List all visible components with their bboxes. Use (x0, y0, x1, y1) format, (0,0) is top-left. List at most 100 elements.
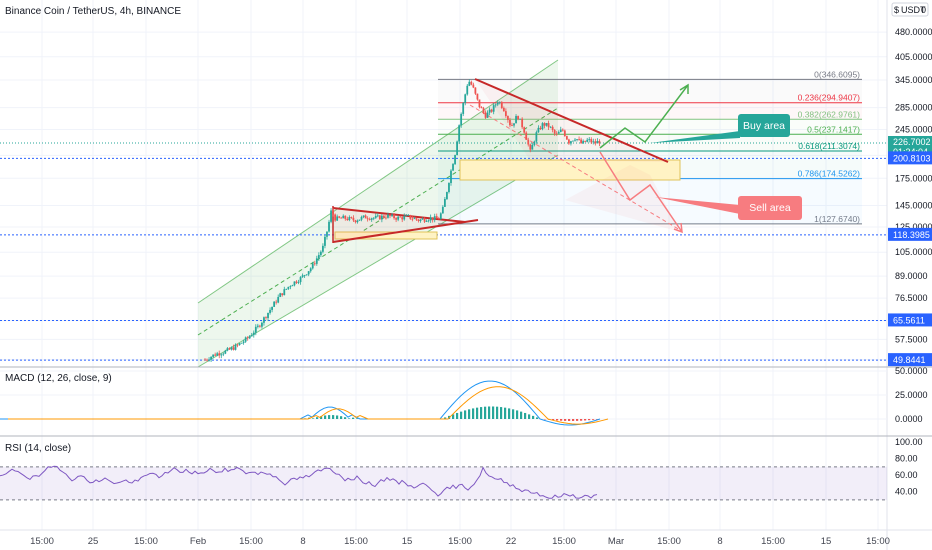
candle-body (443, 199, 446, 207)
macd-pane[interactable]: 50.0000 25.0000 0.0000 (0, 366, 928, 426)
candle-body (297, 282, 300, 283)
rsi-tick-label: 60.00 (895, 470, 918, 480)
candle-body (403, 216, 406, 220)
candle-body (378, 215, 381, 220)
candle-body (311, 263, 314, 269)
candle-body (366, 218, 369, 220)
candle-body (295, 281, 298, 283)
candle-body (586, 139, 589, 142)
candle-body (385, 217, 387, 219)
candle-body (460, 113, 463, 126)
candle-body (452, 164, 454, 171)
candle-body (226, 348, 229, 351)
macd-histogram-bar (576, 419, 579, 421)
candle-body (285, 288, 288, 290)
level-price-tag (888, 313, 932, 327)
candle-body (216, 353, 219, 356)
fib-band (438, 79, 862, 103)
candle-body (588, 139, 591, 140)
macd-histogram-bar (352, 417, 355, 419)
candle-body (525, 132, 528, 140)
macd-histogram-bar (320, 416, 323, 419)
macd-histogram-bar (456, 412, 459, 419)
rsi-label: RSI (14, close) (5, 443, 71, 454)
candle-body (315, 258, 318, 264)
candle-body (204, 359, 206, 361)
macd-histogram-bar (464, 410, 467, 419)
buy-area-label: Buy area (743, 120, 785, 132)
candle-body (474, 87, 477, 94)
triangle-support-box (334, 231, 438, 240)
candle-body (431, 217, 434, 221)
candle-body (415, 218, 418, 220)
fib-band (438, 134, 862, 151)
macd-histogram-bar (500, 407, 503, 419)
candle-body (490, 109, 493, 112)
support-box (459, 159, 681, 181)
macd-histogram-bar (536, 417, 539, 419)
candle-body (303, 275, 306, 276)
candle-body (370, 218, 373, 220)
candle-body (287, 286, 290, 289)
candle-body (228, 348, 231, 350)
candle-body (582, 140, 585, 144)
fib-level-label: 0.382(262.9761) (798, 109, 861, 119)
level-price-value: 118.3985 (893, 230, 930, 240)
candle-body (429, 217, 432, 221)
candle-body (265, 317, 267, 319)
time-tick-label: 15:00 (448, 536, 472, 547)
candle-body (240, 342, 243, 344)
candle-body (521, 118, 524, 128)
candle-body (248, 336, 251, 339)
candle-body (484, 112, 487, 118)
level-price-value: 49.8441 (893, 355, 926, 365)
macd-histogram-bar (336, 415, 339, 419)
candle-body (305, 274, 308, 276)
macd-histogram-bar (564, 419, 567, 421)
candle-body (342, 215, 345, 219)
macd-histogram-bar (592, 419, 595, 420)
macd-histogram-bar (480, 407, 483, 419)
candle-body (427, 220, 430, 222)
macd-histogram-bar (356, 418, 359, 419)
candle-body (553, 129, 556, 134)
candle-body (409, 214, 412, 219)
candle-body (307, 271, 310, 275)
candle-body (387, 214, 389, 218)
candle-body (500, 102, 503, 108)
level-price-tag (888, 227, 932, 241)
candle-body (212, 354, 215, 357)
rsi-tick-label: 80.00 (895, 454, 918, 464)
time-tick-label: 8 (300, 536, 305, 547)
candle-body (364, 215, 367, 219)
currency-badge[interactable]: $ USDT 0 (891, 2, 929, 17)
candle-body (346, 218, 349, 221)
candle-body (254, 326, 257, 333)
candle-body (488, 109, 491, 113)
candle-body (523, 127, 526, 133)
current-price-value: 226.7002 (893, 137, 931, 147)
candle-body (291, 285, 294, 287)
candle-body (317, 255, 320, 259)
candle-body (208, 359, 210, 361)
bearish-arrow-head (673, 222, 683, 234)
rsi-pane[interactable]: 100.00 80.00 60.00 40.00 (0, 437, 923, 501)
fib-level-label: 0.5(237.1417) (807, 124, 860, 134)
candle-body (498, 102, 501, 104)
candle-body (590, 139, 593, 143)
macd-histogram-bar (484, 406, 487, 419)
candle-body (250, 335, 253, 337)
candle-body (480, 107, 483, 109)
candle-body (578, 139, 580, 141)
candle-body (464, 94, 467, 103)
candle-body (372, 217, 375, 219)
time-axis[interactable]: 15:00 25 15:00 Feb 15:00 8 15:00 15 15:00 22 15:00… (30, 536, 890, 547)
level-price-value: 200.8103 (893, 153, 931, 163)
candle-body (535, 132, 538, 142)
candle-body (496, 102, 499, 105)
candle-body (350, 217, 353, 218)
candle-body (340, 217, 343, 219)
channel-mid-line (197, 107, 559, 336)
